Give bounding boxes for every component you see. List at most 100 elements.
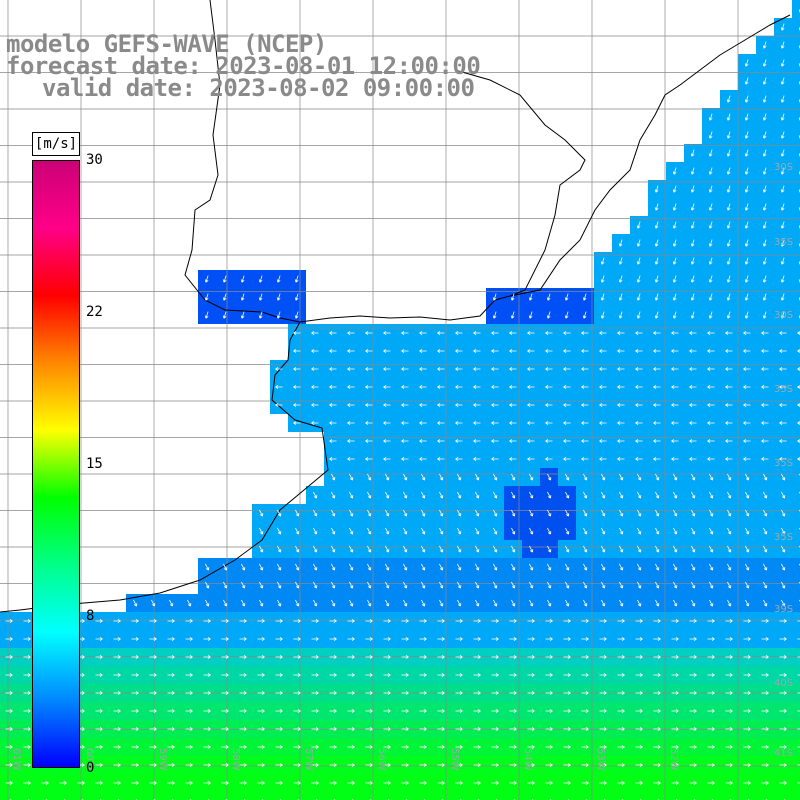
wind-arrow [707,709,715,713]
wind-arrow [257,673,265,677]
wind-arrow [223,599,228,607]
wind-arrow [725,637,733,641]
wind-arrow [419,781,427,785]
wind-arrow [473,367,481,371]
wind-arrow [599,367,607,371]
wind-arrow [113,709,121,713]
wind-arrow [257,781,265,785]
wind-arrow [239,673,247,677]
wind-arrow [455,457,463,461]
wind-cell [792,702,800,720]
wind-arrow [239,619,247,623]
wind-arrow [331,599,336,607]
wind-arrow [529,473,534,481]
wind-arrow [455,727,463,731]
wind-arrow [491,763,499,767]
wind-arrow [617,421,625,425]
wind-arrow [583,563,588,571]
wind-arrow [329,385,337,389]
wind-arrow [185,727,193,731]
wind-arrow [293,673,301,677]
wind-arrow [113,691,121,695]
wind-cell [774,792,792,800]
wind-arrow [653,619,661,623]
wind-arrow [401,331,409,335]
wind-arrow [727,527,732,535]
wind-arrow [583,509,588,517]
wind-arrow [313,581,318,589]
wind-arrow [403,581,408,589]
wind-arrow [5,655,13,659]
wind-arrow [780,131,785,139]
wind-arrow [671,745,679,749]
wind-arrow [473,745,481,749]
wind-cell [648,792,666,800]
wind-arrow [167,655,175,659]
wind-arrow [707,763,715,767]
wind-arrow [563,421,571,425]
wind-arrow [437,691,445,695]
wind-arrow [223,581,228,589]
wind-arrow [509,673,517,677]
wind-arrow [545,349,553,353]
wind-arrow [689,349,697,353]
wind-arrow [203,781,211,785]
wind-arrow [347,655,355,659]
wind-arrow [491,403,499,407]
wind-cell [792,522,800,540]
wind-arrow [779,673,787,677]
wind-arrow [419,655,427,659]
wind-arrow [780,221,785,229]
wind-arrow [690,311,695,319]
wind-arrow [600,275,605,283]
wind-arrow [347,709,355,713]
wind-arrow [23,691,31,695]
wind-arrow [5,727,13,731]
wind-arrow [455,781,463,785]
wind-arrow [383,421,391,425]
wind-cell [792,648,800,666]
wind-arrow [762,203,767,211]
wind-arrow [653,439,661,443]
wind-arrow [779,781,787,785]
wind-arrow [547,581,552,589]
wind-arrow [473,349,481,353]
wind-arrow [780,167,785,175]
wind-arrow [385,509,390,517]
wind-arrow [725,439,733,443]
wind-arrow [511,491,516,499]
wind-arrow [709,473,714,481]
wind-arrow [365,619,373,623]
wind-arrow [491,331,499,335]
wind-cell [504,792,522,800]
wind-arrow [385,527,390,535]
wind-arrow [383,745,391,749]
wind-arrow [258,311,263,319]
wind-arrow [565,509,570,517]
wind-arrow [329,619,337,623]
wind-arrow [762,221,767,229]
wind-arrow [203,673,211,677]
wind-arrow [707,637,715,641]
wind-arrow [493,599,498,607]
wind-arrow [23,727,31,731]
wind-arrow [329,367,337,371]
wind-arrow [204,275,209,283]
wind-arrow [131,637,139,641]
wind-arrow [546,311,551,319]
wind-arrow [221,655,229,659]
wind-arrow [745,491,750,499]
wind-cell [792,72,800,90]
wind-arrow [95,691,103,695]
wind-arrow [761,457,769,461]
wind-arrow [113,655,121,659]
wind-arrow [509,385,517,389]
wind-arrow [167,619,175,623]
wind-arrow [708,257,713,265]
wind-arrow [725,763,733,767]
wind-arrow [329,349,337,353]
wind-cell [792,180,800,198]
wind-arrow [95,709,103,713]
wind-cell [738,792,756,800]
wind-arrow [347,691,355,695]
